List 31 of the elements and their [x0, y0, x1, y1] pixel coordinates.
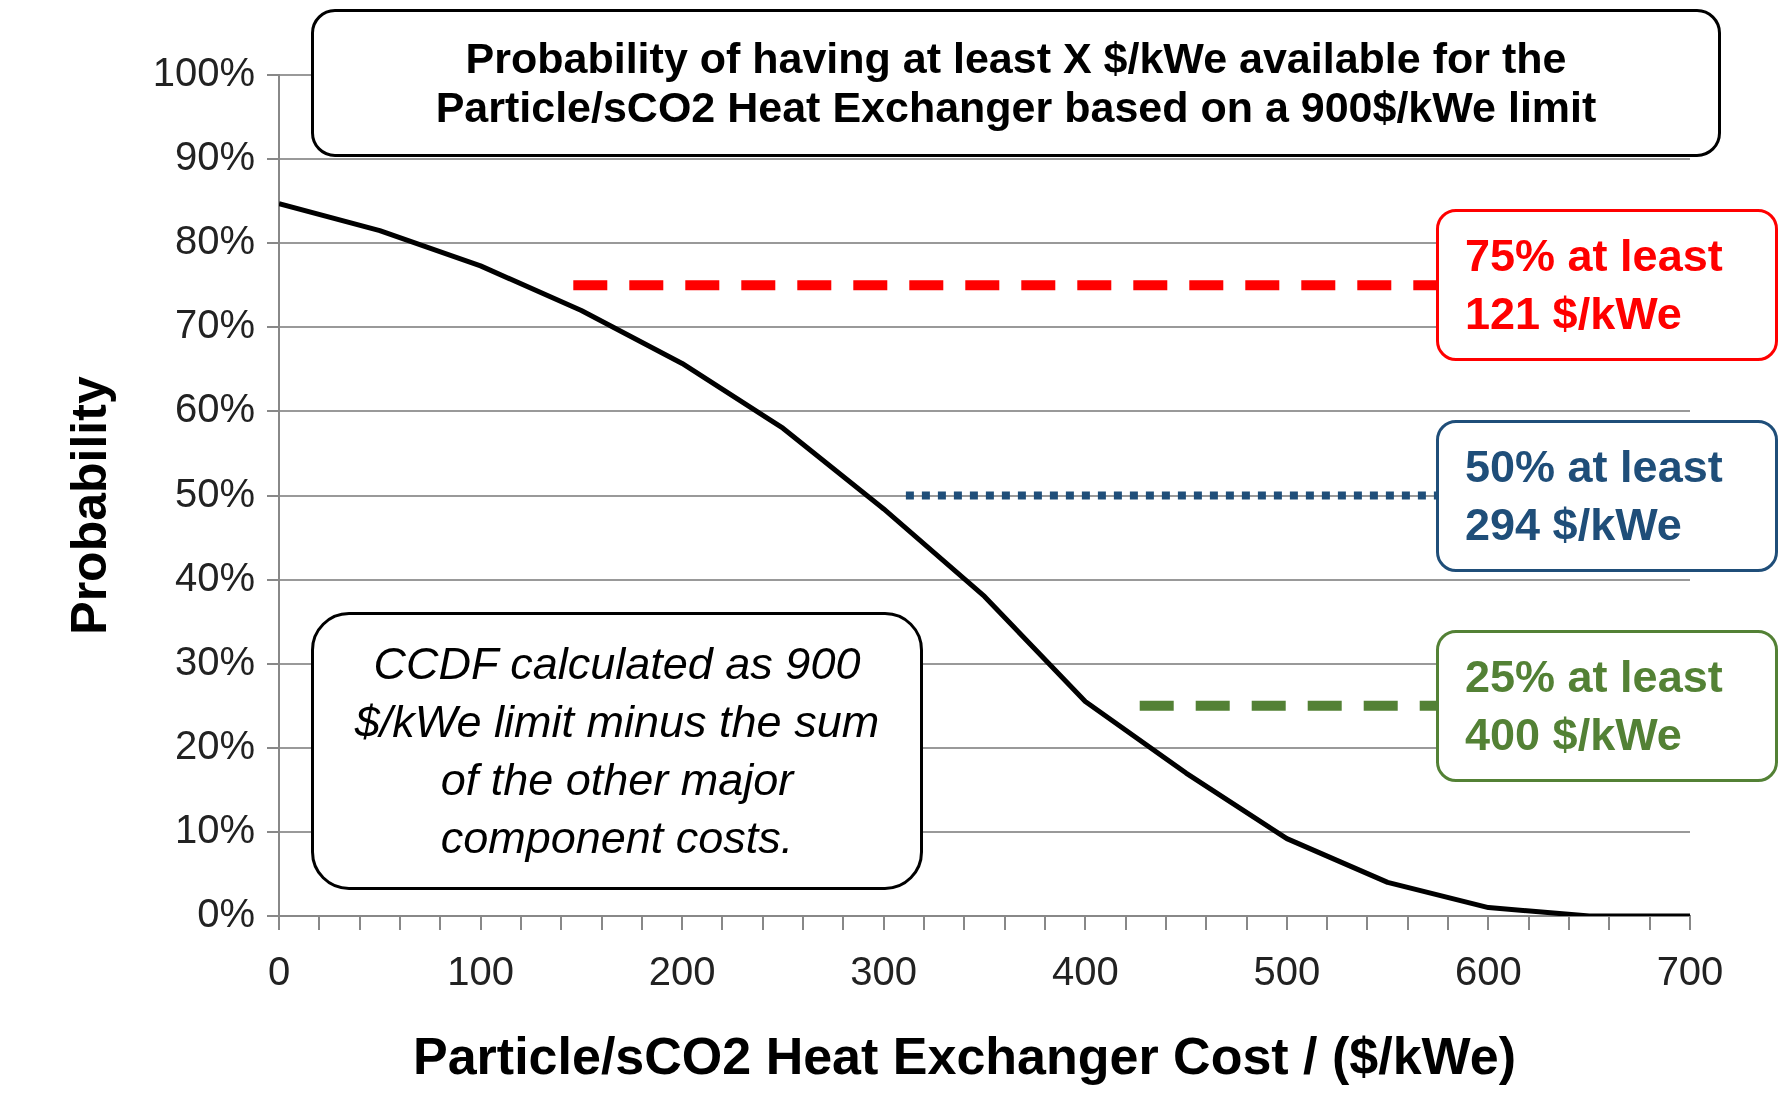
series-label: 50% at least 294 $/kWe: [1464, 439, 1724, 552]
annotation: CCDF calculated as 900 $/kWe limit minus the sum of the other major component costs.: [353, 637, 881, 865]
note-box: CCDF calculated as 900 $/kWe limit minus the sum of the other major component costs.: [311, 612, 923, 890]
x-tick-label: 600: [1455, 949, 1522, 994]
x-tick-label: 0: [267, 949, 291, 994]
y-tick-label: 10%: [174, 806, 255, 851]
y-tick-label: 40%: [174, 554, 255, 599]
x-tick-label: 200: [648, 949, 716, 994]
y-tick-label: 20%: [174, 722, 255, 767]
y-tick-label: 60%: [174, 386, 255, 431]
label-box: 25% at least 400 $/kWe: [1436, 629, 1778, 782]
y-tick-label: 50%: [174, 470, 255, 515]
y-axis-title: Probability: [60, 376, 117, 635]
y-tick-label: 70%: [174, 302, 255, 347]
label-box: 50% at least 294 $/kWe: [1436, 419, 1778, 572]
y-tick-label: 100%: [152, 50, 255, 95]
x-tick-label: 300: [850, 949, 918, 994]
y-tick-label: 30%: [174, 638, 255, 683]
chart-title: Probability of having at least X $/kWe available for the Particle/sCO2 Heat Exchanger based on a 900$/kWe limit: [434, 34, 1598, 132]
x-tick-label: 700: [1656, 949, 1724, 994]
x-tick-label: 400: [1051, 949, 1119, 994]
x-tick-label: 500: [1253, 949, 1321, 994]
title-box: Probability of having at least X $/kWe available for the Particle/sCO2 Heat Exchanger based on a 900$/kWe limit: [311, 9, 1721, 157]
x-axis-title: Particle/sCO2 Heat Exchanger Cost / ($/kWe): [413, 1027, 1516, 1086]
series-label: 25% at least 400 $/kWe: [1464, 649, 1724, 762]
y-tick-label: 0%: [197, 891, 255, 936]
label-box: 75% at least 121 $/kWe: [1436, 209, 1778, 362]
y-tick-label: 80%: [174, 218, 255, 263]
series-label: 75% at least 121 $/kWe: [1464, 229, 1724, 342]
y-tick-label: 90%: [174, 134, 255, 179]
x-tick-label: 100: [447, 949, 514, 994]
